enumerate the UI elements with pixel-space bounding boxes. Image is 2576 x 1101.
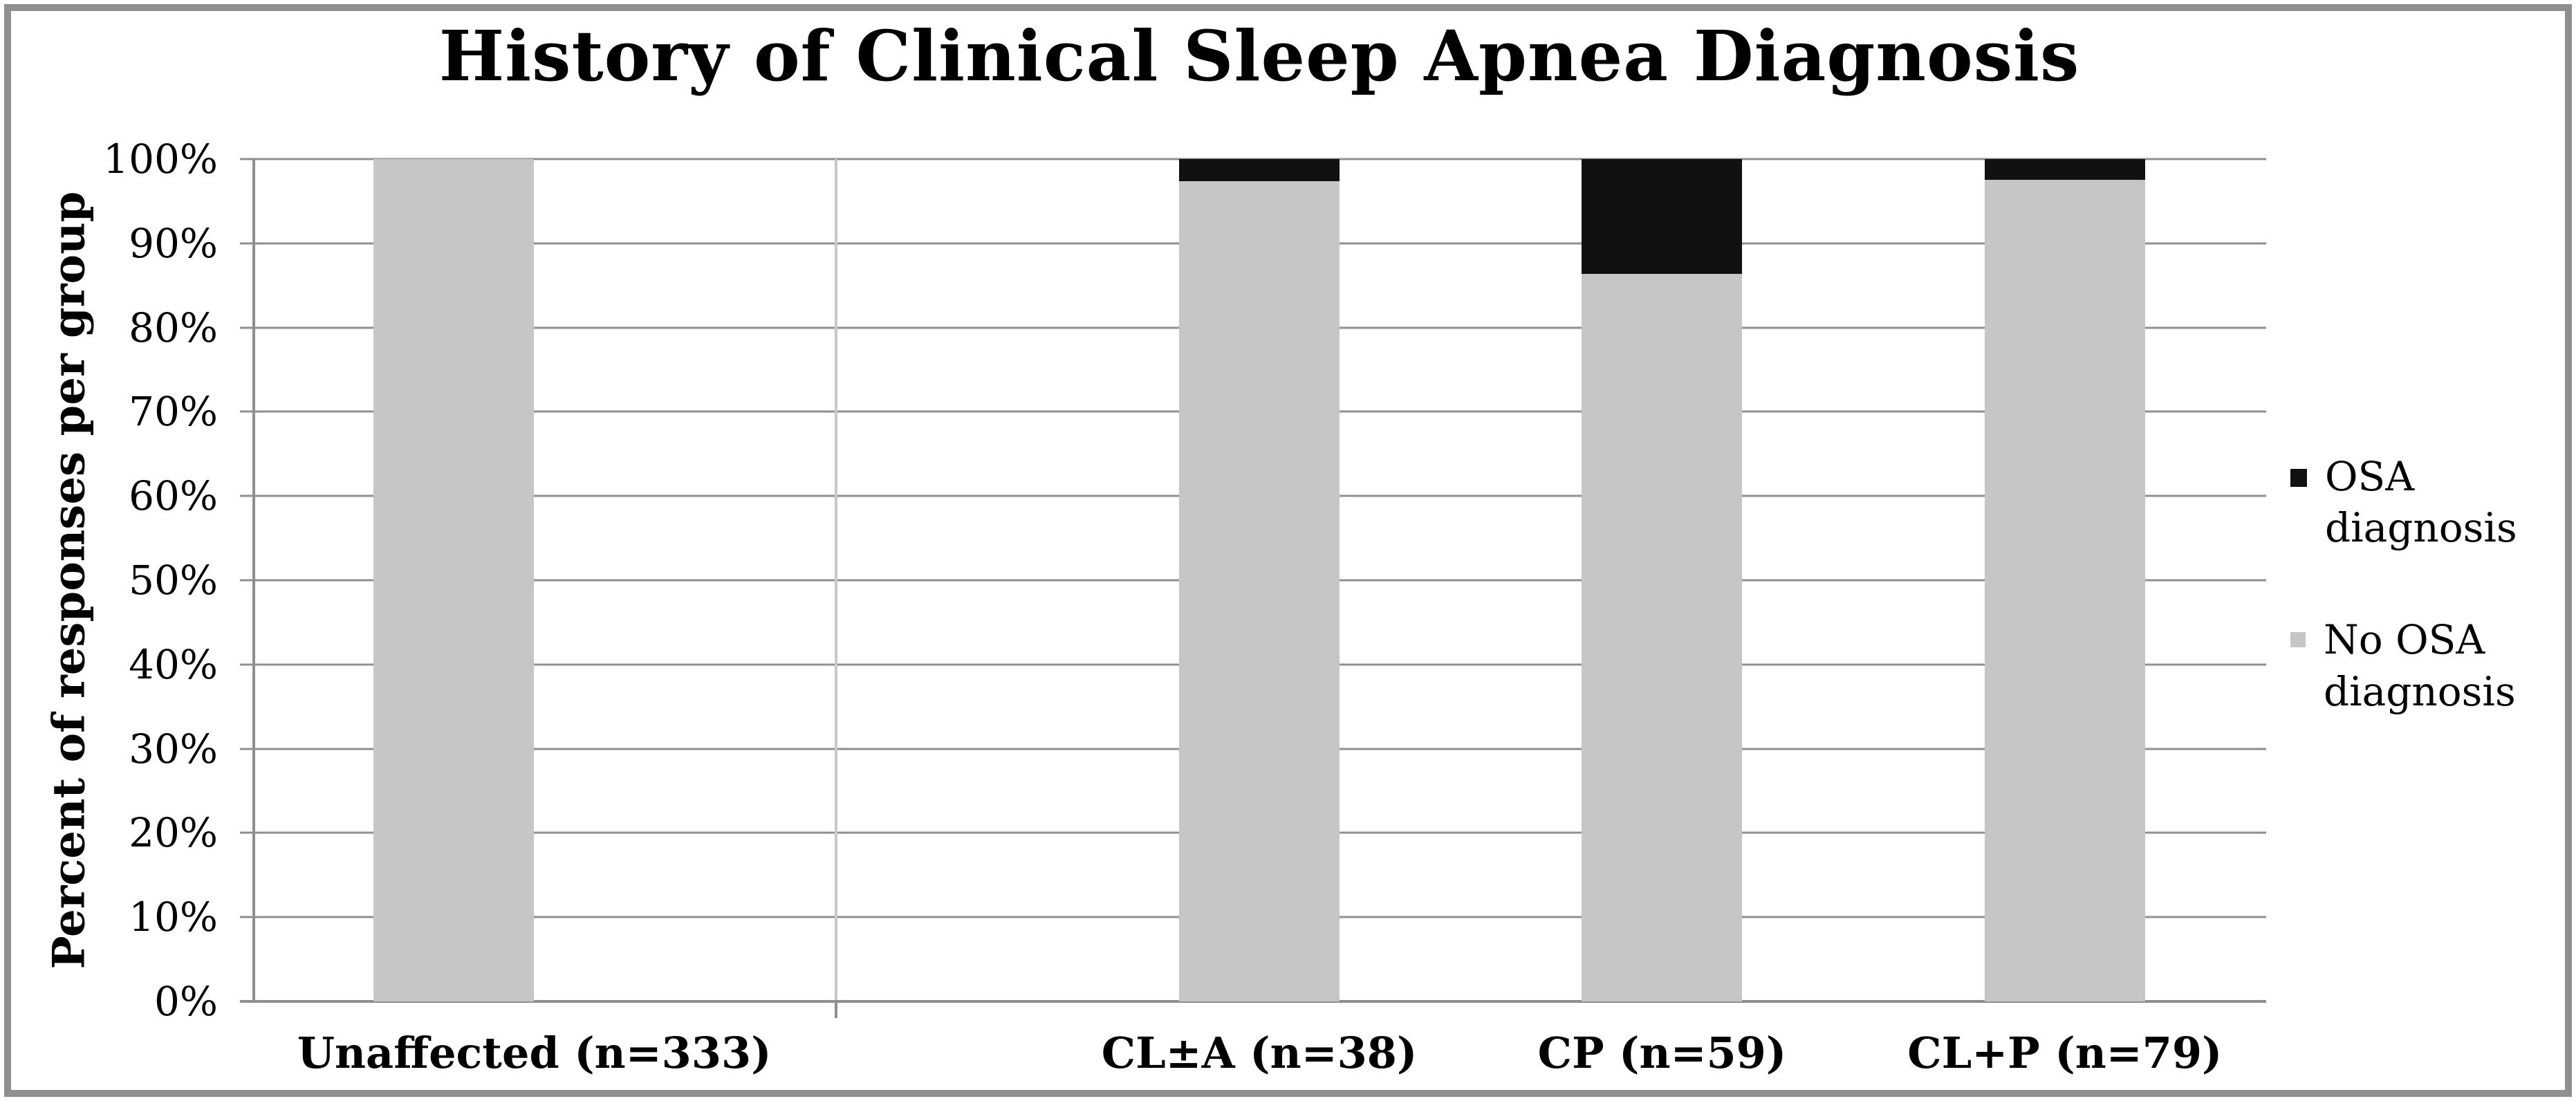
y-tick-label-80: 80%: [129, 304, 218, 351]
bar-3: [1582, 159, 1743, 1001]
y-tick-label-60: 60%: [129, 472, 218, 520]
y-tick-label-70: 70%: [129, 388, 218, 436]
category-group-separator-line: [835, 159, 838, 1001]
bar-2-segment-no-osa: [1178, 181, 1340, 1001]
gridline-100: [240, 158, 2266, 160]
legend-item-no-osa: No OSA diagnosis: [2290, 614, 2560, 716]
x-category-label-3: CP (n=59): [1537, 1028, 1787, 1078]
y-tick-label-30: 30%: [129, 725, 218, 772]
bar-1-segment-no-osa: [373, 159, 535, 1001]
legend-label: OSA diagnosis: [2325, 453, 2517, 552]
y-tick-label-40: 40%: [129, 640, 218, 688]
y-tick-label-20: 20%: [129, 809, 218, 857]
bar-2-segment-osa: [1178, 159, 1340, 181]
bar-4-segment-no-osa: [1984, 180, 2145, 1001]
x-axis-category-labels: Unaffected (n=333) CL±A (n=38) CP (n=59) CL…: [252, 1001, 2266, 1084]
legend-label: No OSA diagnosis: [2324, 616, 2516, 715]
plot-area: [240, 158, 2266, 1018]
category-group-separator-tick: [835, 1001, 838, 1018]
legend-item-osa: OSA diagnosis: [2290, 451, 2560, 553]
bar-4: [1984, 159, 2145, 1001]
bar-1: [373, 159, 535, 1001]
bar-3-segment-no-osa: [1582, 273, 1743, 1001]
bar-4-segment-osa: [1984, 159, 2145, 181]
y-tick-label-100: 100%: [103, 136, 218, 183]
legend-swatch-icon: [2290, 632, 2306, 648]
x-category-label-4: CL+P (n=79): [1907, 1028, 2223, 1078]
y-tick-label-50: 50%: [129, 557, 218, 604]
bar-3-segment-osa: [1582, 159, 1743, 274]
y-axis-tick-labels: 0% 10% 20% 30% 40% 50% 60% 70% 80% 90% 100%: [0, 136, 218, 1025]
x-axis-line: [240, 1000, 2266, 1003]
x-category-label-1: Unaffected (n=333): [297, 1028, 772, 1078]
legend: OSA diagnosis No OSA diagnosis: [2290, 451, 2560, 778]
y-tick-label-0: 0%: [154, 978, 218, 1025]
y-tick-label-10: 10%: [129, 894, 218, 941]
bar-2: [1178, 159, 1340, 1001]
chart-title: History of Clinical Sleep Apnea Diagnosi…: [438, 15, 2080, 97]
legend-swatch-icon: [2290, 469, 2307, 487]
x-category-label-2: CL±A (n=38): [1101, 1028, 1418, 1078]
y-tick-label-90: 90%: [129, 219, 218, 267]
